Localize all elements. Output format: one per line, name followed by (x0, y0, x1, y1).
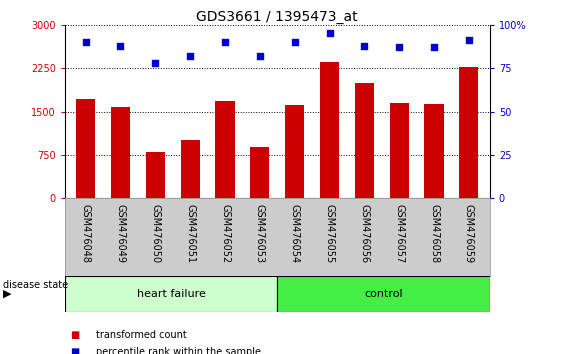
Text: GSM476051: GSM476051 (185, 205, 195, 264)
Point (256, 53, 265, 59)
Text: transformed count: transformed count (96, 330, 186, 339)
Point (325, 30, 334, 36)
Point (221, 39, 230, 45)
Point (395, 45, 404, 50)
Bar (65, 276, 278, 312)
Bar (355, 82, 374, 198)
Text: disease state: disease state (3, 280, 68, 290)
Text: GSM476053: GSM476053 (255, 205, 265, 264)
Point (151, 60, 160, 66)
Text: GSM476050: GSM476050 (150, 205, 160, 264)
Bar (146, 152, 165, 198)
Point (81, 39, 90, 45)
Text: ▶: ▶ (3, 289, 11, 299)
Bar (459, 67, 479, 198)
Bar (425, 104, 444, 198)
Text: GSM476058: GSM476058 (429, 205, 439, 264)
Text: GSM476054: GSM476054 (290, 205, 300, 264)
Point (290, 39, 299, 45)
Bar (285, 104, 304, 198)
Bar (216, 101, 235, 198)
Point (186, 53, 195, 59)
Text: heart failure: heart failure (137, 289, 205, 299)
Point (360, 43, 369, 48)
Text: GSM476056: GSM476056 (359, 205, 369, 264)
Text: percentile rank within the sample: percentile rank within the sample (96, 347, 261, 354)
Text: GSM476048: GSM476048 (81, 205, 91, 263)
Text: ■: ■ (70, 347, 79, 354)
Point (116, 43, 125, 48)
Text: GSM476049: GSM476049 (115, 205, 126, 263)
Bar (390, 103, 409, 198)
Bar (111, 107, 130, 198)
Text: control: control (364, 289, 403, 299)
Text: GSM476059: GSM476059 (464, 205, 474, 264)
Bar (320, 62, 339, 198)
Text: ■: ■ (70, 330, 79, 339)
Bar (76, 99, 95, 198)
Text: GSM476055: GSM476055 (324, 205, 334, 264)
Title: GDS3661 / 1395473_at: GDS3661 / 1395473_at (196, 10, 358, 24)
Point (464, 38, 473, 43)
Text: GSM476052: GSM476052 (220, 205, 230, 264)
Bar (278, 276, 490, 312)
Text: GSM476057: GSM476057 (394, 205, 404, 264)
Bar (251, 147, 270, 198)
Bar (181, 141, 200, 198)
Point (430, 45, 439, 50)
